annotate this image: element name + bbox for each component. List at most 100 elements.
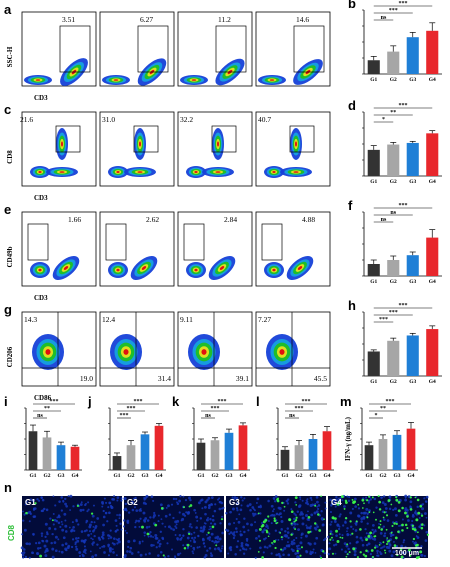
nucleus-dot bbox=[281, 538, 284, 541]
nucleus-dot bbox=[205, 533, 208, 536]
nucleus-dot bbox=[52, 495, 55, 498]
nucleus-dot bbox=[116, 528, 119, 532]
x-tick-label: G2 bbox=[390, 77, 397, 83]
cd8-positive-dot bbox=[348, 551, 351, 554]
cd8-positive-dot bbox=[426, 533, 429, 536]
nucleus-dot bbox=[64, 524, 68, 528]
nucleus-dot bbox=[176, 502, 180, 506]
quadrant-percent: 19.0 bbox=[80, 374, 93, 383]
x-tick-label: G4 bbox=[71, 473, 78, 479]
nucleus-dot bbox=[344, 521, 347, 524]
cd8-positive-dot bbox=[371, 555, 375, 559]
cd8-positive-dot bbox=[341, 536, 344, 539]
gate-box bbox=[133, 125, 159, 153]
nucleus-dot bbox=[360, 511, 363, 515]
x-tick-label: G2 bbox=[390, 179, 397, 185]
nucleus-dot bbox=[132, 539, 136, 543]
sig-label: ns bbox=[289, 413, 295, 419]
nucleus-dot bbox=[160, 518, 163, 521]
nucleus-dot bbox=[57, 538, 60, 541]
nucleus-dot bbox=[421, 503, 425, 506]
bar-G1 bbox=[367, 351, 380, 376]
nucleus-dot bbox=[315, 536, 319, 540]
nucleus-dot bbox=[240, 544, 244, 548]
nucleus-dot bbox=[28, 542, 31, 546]
sig-label: * bbox=[375, 413, 378, 419]
cd8-positive-dot bbox=[406, 515, 409, 518]
nucleus-dot bbox=[87, 501, 90, 504]
cd8-positive-dot bbox=[186, 543, 190, 547]
nucleus-dot bbox=[28, 520, 31, 523]
panel-letter-c: c bbox=[4, 102, 11, 117]
nucleus-dot bbox=[412, 513, 415, 517]
cd8-positive-dot bbox=[395, 496, 398, 499]
nucleus-dot bbox=[54, 535, 58, 539]
nucleus-dot bbox=[297, 556, 300, 559]
nucleus-dot bbox=[120, 497, 123, 500]
cd8-positive-dot bbox=[371, 496, 374, 499]
cd8-positive-dot bbox=[154, 523, 158, 527]
x-tick-label: G1 bbox=[197, 473, 204, 479]
nucleus-dot bbox=[158, 545, 161, 548]
nucleus-dot bbox=[239, 549, 242, 552]
bar-chart-d: dG1 G2 G3 G4****** bbox=[348, 98, 442, 185]
nucleus-dot bbox=[339, 496, 342, 500]
nucleus-dot bbox=[90, 533, 93, 535]
nucleus-dot bbox=[263, 545, 267, 549]
nucleus-dot bbox=[317, 504, 321, 507]
cd8-positive-dot bbox=[359, 551, 362, 554]
nucleus-dot bbox=[111, 548, 114, 551]
nucleus-dot bbox=[284, 530, 287, 533]
nucleus-dot bbox=[379, 532, 383, 535]
nucleus-dot bbox=[148, 525, 151, 528]
nucleus-dot bbox=[322, 523, 325, 526]
bar-G3 bbox=[406, 335, 419, 376]
nucleus-dot bbox=[401, 551, 404, 554]
nucleus-dot bbox=[199, 526, 203, 530]
panel-letter-h: h bbox=[348, 298, 356, 313]
nucleus-dot bbox=[25, 542, 28, 545]
nucleus-dot bbox=[339, 513, 342, 516]
nucleus-dot bbox=[126, 550, 129, 553]
nucleus-dot bbox=[78, 554, 82, 558]
cd8-positive-dot bbox=[211, 525, 215, 529]
flow-plot: 40.7 bbox=[255, 111, 331, 187]
nucleus-dot bbox=[188, 525, 191, 528]
nucleus-dot bbox=[371, 528, 374, 532]
cd8-positive-dot bbox=[90, 512, 94, 515]
nucleus-dot bbox=[28, 556, 31, 559]
nucleus-dot bbox=[301, 499, 304, 502]
nucleus-dot bbox=[190, 533, 193, 536]
cd8-positive-dot bbox=[273, 540, 276, 543]
sig-label: *** bbox=[389, 8, 398, 14]
nucleus-dot bbox=[311, 503, 314, 507]
nucleus-dot bbox=[228, 522, 231, 526]
flow-row-a: a SSC-H CD3 3.51 6.27 11.2 14.6 bbox=[4, 2, 331, 102]
nucleus-dot bbox=[213, 522, 217, 526]
bar-G4 bbox=[426, 329, 439, 376]
nucleus-dot bbox=[347, 547, 350, 551]
nucleus-dot bbox=[143, 534, 146, 537]
nucleus-dot bbox=[324, 501, 327, 504]
cd8-positive-dot bbox=[290, 510, 294, 514]
cd8-positive-dot bbox=[189, 504, 193, 507]
cd8-positive-dot bbox=[280, 548, 283, 551]
nucleus-dot bbox=[286, 531, 290, 534]
cd8-positive-dot bbox=[377, 526, 381, 529]
nucleus-dot bbox=[233, 497, 236, 500]
nucleus-dot bbox=[235, 502, 239, 506]
nucleus-dot bbox=[220, 547, 223, 550]
cd8-positive-dot bbox=[335, 529, 338, 533]
cd8-positive-dot bbox=[295, 519, 298, 522]
nucleus-dot bbox=[287, 553, 291, 557]
nucleus-dot bbox=[29, 498, 33, 501]
nucleus-dot bbox=[156, 541, 160, 544]
sig-label: *** bbox=[379, 317, 388, 323]
quadrant-percent: 31.4 bbox=[158, 374, 171, 383]
nucleus-dot bbox=[102, 515, 106, 519]
nucleus-dot bbox=[175, 523, 178, 526]
cd8-positive-dot bbox=[417, 511, 421, 515]
nucleus-dot bbox=[304, 513, 308, 517]
gate-percent: 40.7 bbox=[258, 115, 271, 124]
nucleus-dot bbox=[348, 496, 351, 499]
